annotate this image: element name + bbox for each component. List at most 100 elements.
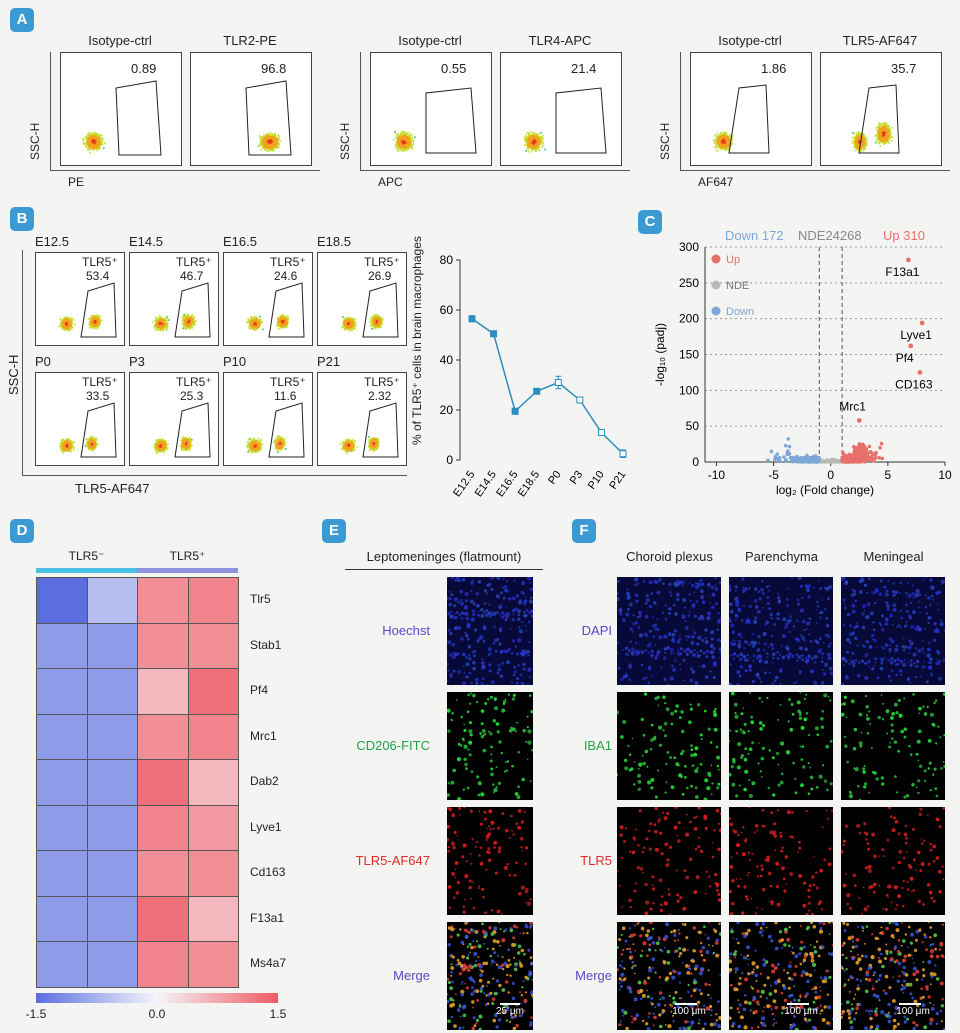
heatmap-cell [137,850,189,897]
legend-label: NDE [726,280,749,292]
y-tick-label: 40 [440,353,454,367]
nde-point [825,459,829,463]
gate-percentage: 0.89 [131,61,156,76]
flow-density-cloud [81,80,162,156]
up-point [865,456,870,461]
up-point [874,450,878,455]
x-axis-line [360,170,630,171]
y-tick-label: 300 [679,240,699,254]
row-label: IBA1 [502,738,612,753]
scalebar-line [899,1003,921,1005]
micrograph-texture [729,807,833,915]
group-bar [137,568,238,573]
gate [362,282,399,338]
micrograph-texture [617,692,721,800]
y-tick-label: 250 [679,276,699,290]
up-point [859,459,864,464]
xlabel-channel: PE [68,175,84,189]
colorbar-tick-label: 0.0 [137,1007,177,1021]
y-tick-label: 100 [679,383,699,397]
flow-density-cloud [523,87,607,154]
up-point [852,445,857,450]
y-tick-label: 60 [440,303,454,317]
gate-percentage: 21.4 [571,61,596,76]
flow-plot: 96.8 [190,52,312,166]
heatmap-cell [137,804,189,851]
xlabel-tlr5-af647: TLR5-AF647 [75,481,149,496]
ylabel-ssc-h: SSC-H [658,123,672,160]
heatmap-cell [187,713,239,760]
labeled-point [906,257,911,263]
micrograph-texture [617,807,721,915]
panel-letter-f: F [572,519,596,543]
up-point [871,459,876,463]
gate-percentage: 96.8 [261,61,286,76]
data-point [554,379,562,386]
flow-density-cloud [59,402,117,458]
gate-percentage: 24.6 [274,269,297,283]
flow-plot-title: TLR4-APC [500,33,620,48]
down-point [796,459,800,464]
row-label: DAPI [502,623,612,638]
scalebar-line [787,1003,809,1005]
micrograph-texture [617,922,721,1030]
legend-label: Down [726,306,754,318]
legend-marker [711,306,721,316]
micrograph-choroid-plexus-iba1 [617,692,721,800]
flow-density-cloud [152,282,211,338]
flow-density-cloud [341,282,399,338]
gate [425,87,477,154]
up-point [845,459,850,464]
micrograph-parenchyma-iba1 [729,692,833,800]
gate-percentage: 35.7 [891,61,916,76]
up-point [857,445,862,450]
micrograph-meningeal-tlr5 [841,807,945,915]
up-point [867,444,872,449]
gene-label: Cd163 [250,865,285,879]
flow-plot: TLR5⁺ 53.4 [35,252,125,346]
up-point [846,456,851,460]
x-tick-label: P10 [586,469,607,492]
down-count: Down 172 [725,228,784,243]
colorbar [36,993,278,1003]
row-label: TLR5-AF647 [320,853,430,868]
up-point [861,456,865,460]
micrograph-texture [729,692,833,798]
y-axis-line [680,52,681,170]
scalebar-line [675,1003,697,1005]
flow-plot: TLR5⁺ 2.32 [317,372,407,466]
micrograph-texture [841,922,945,1030]
micrograph-texture [729,577,833,685]
gate [80,282,117,338]
row-label: TLR5 [502,853,612,868]
row-label: Merge [320,968,430,983]
up-point [880,456,885,461]
heatmap-cell [36,713,88,760]
heatmap-cell [36,622,88,669]
scalebar-label: 100 μm [663,1006,715,1017]
micrograph-parenchyma-merge [729,922,833,1030]
micrograph-texture [447,577,533,685]
y-tick-label: 80 [440,253,454,267]
gene-label: Dab2 [250,774,279,788]
down-point [786,452,791,456]
legend-label: Up [726,254,740,266]
down-point [797,456,802,461]
down-point [773,454,778,459]
heatmap-cell [137,759,189,806]
heatmap-cell [137,577,189,624]
micrograph-choroid-plexus-tlr5 [617,807,721,915]
micrograph-cd206-fitc [447,692,533,800]
flow-plot-title: E14.5 [129,234,179,249]
up-point [861,442,865,447]
flow-density-cloud [392,87,477,154]
heatmap-cell [86,668,138,715]
micrograph-meningeal-iba1 [841,692,945,800]
gate [728,84,770,154]
x-tick-label: 10 [938,468,952,482]
gate [555,87,607,154]
gate-percentage: 46.7 [180,269,203,283]
nde-point [833,460,837,464]
gate-percentage: 25.3 [180,389,203,403]
down-point [805,458,809,463]
